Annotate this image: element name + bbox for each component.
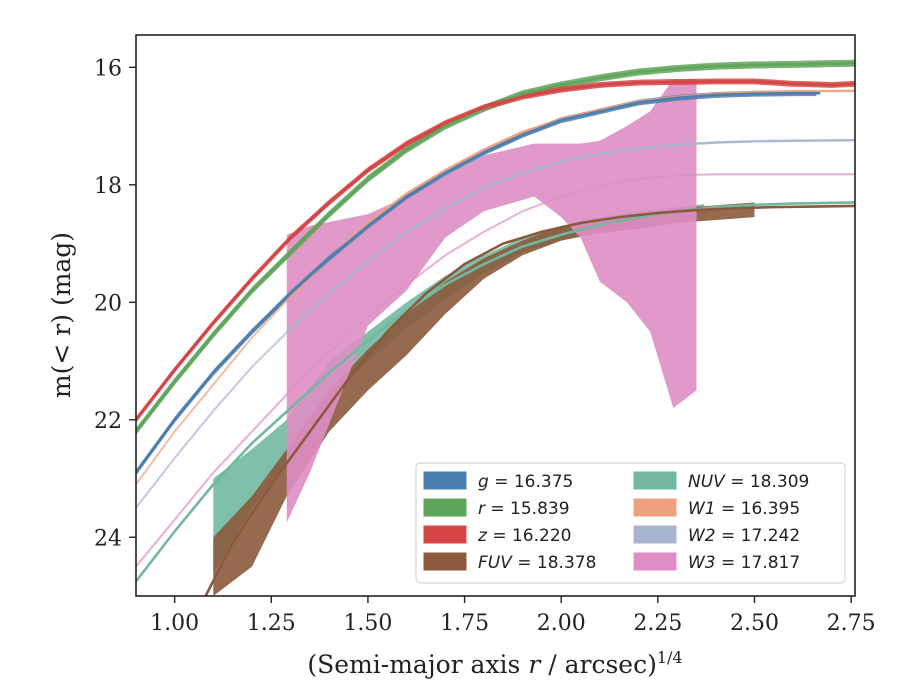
legend-label-w3: W3 = 17.817 (688, 553, 800, 573)
legend: g = 16.375 r = 15.839 z = 16.220 FUV = 18.3… (415, 462, 846, 584)
y-tick-label: 22 (94, 409, 122, 434)
y-tick-label: 18 (94, 174, 122, 199)
legend-label-w2: W2 = 17.242 (688, 526, 800, 546)
legend-swatch-r (423, 498, 467, 517)
line-w1-faded (136, 299, 288, 485)
y-axis-title: m(< r) (mag) (47, 232, 76, 398)
y-tick-label: 24 (94, 526, 122, 551)
band-w3 (286, 79, 697, 523)
x-tick-label: 1.00 (150, 611, 199, 636)
legend-label-fuv: FUV = 18.378 (478, 553, 596, 573)
x-axis-title-exponent: 1/4 (657, 648, 683, 667)
y-tick-label: 16 (94, 56, 122, 81)
legend-frame (415, 462, 846, 584)
x-axis-title-var: r (528, 650, 542, 679)
x-tick-label: 2.00 (537, 611, 586, 636)
x-tick-label: 1.50 (343, 611, 392, 636)
legend-label-nuv: NUV = 18.309 (688, 472, 809, 492)
line-g (136, 91, 821, 474)
x-axis-title-text2: / arcsec) (540, 650, 657, 679)
x-tick-label: 2.25 (633, 611, 682, 636)
plot-frame (135, 34, 856, 597)
x-axis: 1.00 1.25 1.50 1.75 2.00 2.25 2.50 2.75 (150, 596, 876, 636)
legend-label-z: z = 16.220 (477, 526, 571, 546)
line-w3 (136, 173, 855, 568)
legend-label-g: g = 16.375 (478, 472, 573, 492)
x-tick-label: 2.75 (827, 611, 876, 636)
y-axis: 16 18 20 22 24 (94, 56, 136, 551)
legend-swatch-w3 (633, 552, 677, 571)
legend-label-r: r = 15.839 (478, 499, 570, 519)
x-axis-title-text: (Semi-major axis (307, 650, 528, 679)
legend-swatch-z (423, 525, 467, 544)
line-nuv (136, 201, 855, 583)
legend-swatch-nuv (633, 471, 677, 490)
legend-swatch-w1 (633, 498, 677, 517)
legend-label-w1: W1 = 16.395 (688, 499, 800, 519)
line-fuv (204, 204, 855, 596)
line-z (136, 80, 855, 421)
x-axis-title: (Semi-major axis r / arcsec)1/4 (307, 648, 682, 679)
x-tick-label: 1.75 (440, 611, 489, 636)
legend-swatch-fuv (423, 552, 467, 571)
x-tick-label: 2.50 (730, 611, 779, 636)
line-w2-faded (136, 331, 288, 509)
legend-swatch-g (423, 471, 467, 490)
line-w2 (285, 138, 855, 334)
series-lines (136, 61, 855, 596)
legend-swatch-w2 (633, 525, 677, 544)
x-tick-label: 1.25 (247, 611, 296, 636)
y-tick-label: 20 (94, 291, 122, 316)
